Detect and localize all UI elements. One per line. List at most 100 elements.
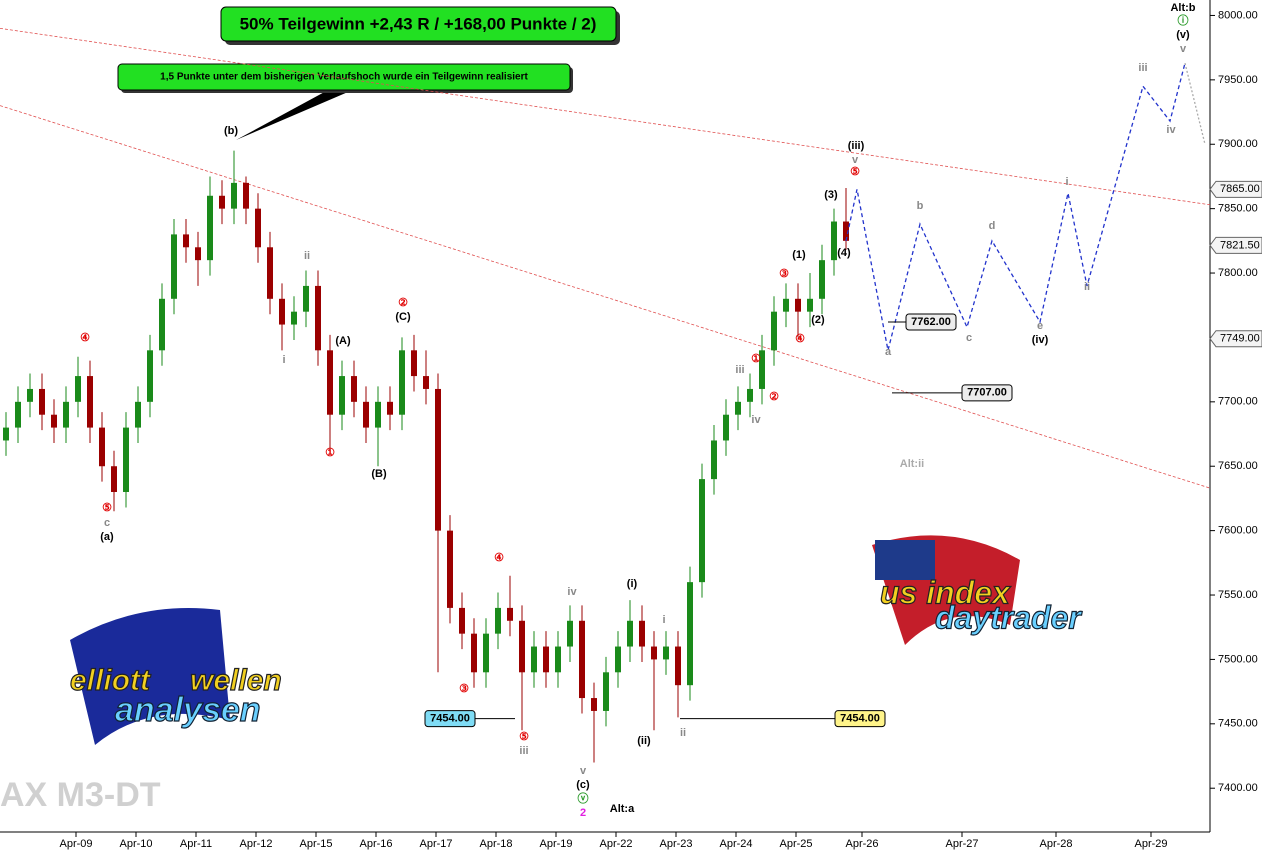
- logo-flag: [70, 608, 230, 745]
- candle-body: [579, 620, 585, 699]
- candle-body: [339, 376, 345, 415]
- y-tick-label: 7800.00: [1218, 267, 1258, 279]
- level-box: [905, 313, 957, 331]
- trendline: [0, 27, 1211, 206]
- candle-body: [183, 234, 189, 248]
- y-tick-label: 7850.00: [1218, 203, 1258, 215]
- candle-body: [99, 427, 105, 467]
- candle-body: [351, 376, 357, 402]
- candle-body: [555, 646, 561, 673]
- candle-body: [3, 427, 9, 441]
- wave-label: (ii): [637, 735, 651, 747]
- wave-label: iv: [751, 414, 761, 426]
- candle-body: [363, 401, 369, 428]
- x-tick-label: Apr-23: [659, 838, 692, 850]
- wave-label: (A): [335, 335, 351, 347]
- subtitle: 1,5 Punkte unter dem bisherigen Verlaufs…: [160, 72, 528, 83]
- wave-label: e: [1037, 320, 1043, 332]
- price-tag-label: 7749.00: [1220, 333, 1260, 345]
- x-tick-label: Apr-19: [539, 838, 572, 850]
- candle-body: [675, 646, 681, 686]
- wave-label: 2: [580, 807, 586, 819]
- y-tick-label: 7500.00: [1218, 653, 1258, 665]
- wave-label: (i): [627, 578, 638, 590]
- logo-text: elliott: [70, 664, 152, 697]
- candle-body: [591, 698, 597, 711]
- candle-body: [627, 620, 633, 647]
- wave-label: i: [662, 614, 665, 626]
- level-label: 7762.00: [911, 316, 951, 328]
- candle-body: [831, 221, 837, 261]
- wave-label: (iii): [848, 140, 865, 152]
- candle-body: [411, 350, 417, 377]
- title-box: [220, 6, 617, 42]
- projection-line: [845, 62, 1186, 351]
- candle-body: [495, 607, 501, 634]
- wave-label: c: [966, 332, 972, 344]
- wave-label: ii: [680, 727, 686, 739]
- wave-label: (4): [837, 247, 851, 259]
- candle-body: [267, 247, 273, 299]
- candle-body: [819, 260, 825, 299]
- y-tick-label: 8000.00: [1218, 9, 1258, 21]
- wave-label: d: [989, 220, 996, 232]
- wave-label: ③: [779, 268, 789, 280]
- candle-body: [171, 234, 177, 299]
- level-box: [424, 710, 476, 728]
- candle-body: [459, 607, 465, 634]
- wave-label: Alt:b: [1170, 2, 1195, 14]
- candle-body: [687, 582, 693, 686]
- wave-label: (3): [824, 189, 838, 201]
- subtitle-box: [117, 63, 571, 91]
- candle-body: [711, 440, 717, 480]
- logo-text: us index: [880, 574, 1011, 610]
- wave-label: iii: [519, 745, 528, 757]
- candle-body: [75, 376, 81, 402]
- wave-label: iv: [567, 586, 577, 598]
- wave-label: (c): [576, 779, 590, 791]
- callout: [236, 89, 355, 140]
- wave-label: ⓘ: [1178, 13, 1189, 27]
- wave-label: i: [282, 354, 285, 366]
- wave-label: ④: [494, 552, 504, 564]
- candle-body: [255, 208, 261, 248]
- candle-body: [435, 388, 441, 531]
- candle-body: [543, 646, 549, 673]
- wave-label: iii: [735, 364, 744, 376]
- candle-body: [375, 401, 381, 428]
- candle-body: [387, 401, 393, 415]
- x-tick-label: Apr-11: [180, 838, 212, 850]
- candle-body: [135, 401, 141, 428]
- candle-body: [651, 646, 657, 660]
- candle-body: [615, 646, 621, 673]
- candle-body: [195, 247, 201, 261]
- level-box: [834, 710, 886, 728]
- candle-body: [807, 298, 813, 312]
- candle-body: [291, 311, 297, 325]
- candle-body: [795, 298, 801, 312]
- projection-tail: [1184, 62, 1206, 145]
- x-tick-label: Apr-27: [945, 838, 978, 850]
- wave-label: (v): [1176, 29, 1190, 41]
- x-tick-label: Apr-18: [479, 838, 512, 850]
- x-tick-label: Apr-09: [59, 838, 92, 850]
- wave-label: iii: [1138, 62, 1147, 74]
- wave-label: Alt:a: [610, 803, 635, 815]
- candle-body: [327, 350, 333, 415]
- wave-label: ③: [459, 683, 469, 695]
- wave-label: b: [917, 200, 924, 212]
- level-box: [961, 384, 1013, 402]
- candle-body: [231, 182, 237, 209]
- wave-label: ⑤: [102, 502, 112, 514]
- x-tick-label: Apr-16: [359, 838, 392, 850]
- y-tick-label: 7600.00: [1218, 525, 1258, 537]
- price-tag-label: 7821.50: [1220, 239, 1260, 251]
- wave-label: (B): [371, 468, 387, 480]
- wave-label: v: [1180, 43, 1187, 55]
- price-tag-label: 7865.00: [1220, 183, 1260, 195]
- wave-label: ①: [751, 353, 761, 365]
- logo-usindex: us index daytrader: [872, 535, 1083, 645]
- candle-body: [15, 401, 21, 428]
- candle-body: [243, 182, 249, 209]
